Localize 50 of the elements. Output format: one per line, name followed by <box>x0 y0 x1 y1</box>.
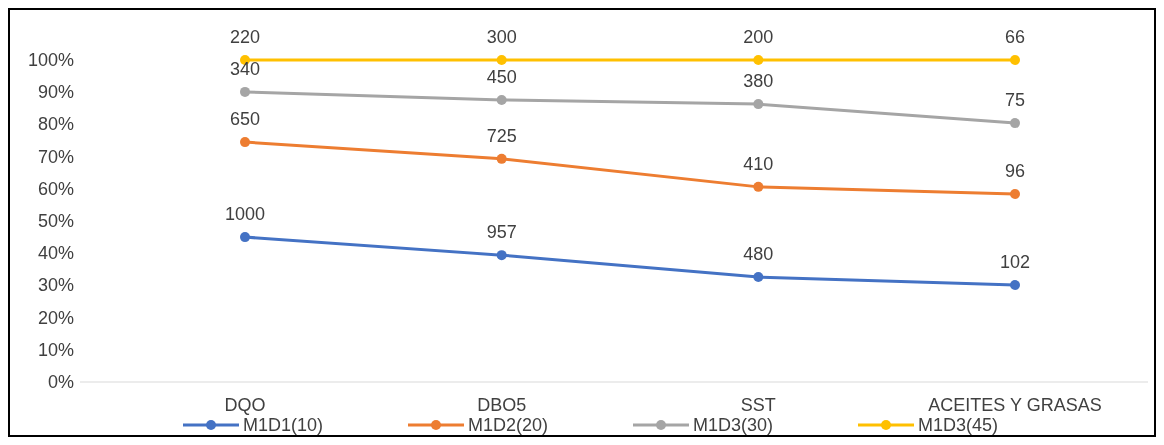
annotation: 450 <box>486 66 517 87</box>
y-tick-label: 100% <box>27 50 74 70</box>
annotation: 957 <box>486 222 517 243</box>
annotation: 200 <box>743 27 774 47</box>
point <box>1010 188 1020 199</box>
annotation: 102 <box>999 252 1031 273</box>
annotation: 340 <box>229 58 261 79</box>
y-tick-label: 0% <box>47 372 74 392</box>
y-tick-label: 30% <box>37 275 74 296</box>
y-tick-label: 90% <box>37 82 74 103</box>
point <box>1010 55 1020 65</box>
point <box>753 181 764 192</box>
point <box>753 272 764 283</box>
y-tick-label: 10% <box>37 339 74 360</box>
annotation: 75 <box>1004 90 1026 111</box>
legend-label: M1D3(45) <box>918 415 999 435</box>
annotation: 480 <box>743 244 774 265</box>
x-tick-label: DQO <box>224 395 266 415</box>
annotation: 220 <box>229 27 261 47</box>
annotation: 410 <box>743 153 774 174</box>
y-tick-label: 20% <box>37 307 74 328</box>
annotation: 725 <box>486 125 517 146</box>
point <box>496 94 507 105</box>
x-tick-label: SST <box>740 395 776 415</box>
y-tick-label: 60% <box>37 178 74 199</box>
y-tick-label: 80% <box>37 114 74 135</box>
point <box>240 137 250 148</box>
annotation: 380 <box>743 71 774 92</box>
point <box>753 55 764 65</box>
point <box>496 153 507 164</box>
x-tick-label: ACEITES Y GRASAS <box>928 395 1102 415</box>
annotation: 1000 <box>224 204 266 225</box>
point <box>240 232 250 243</box>
y-tick-label: 40% <box>37 243 74 264</box>
point <box>1010 280 1020 291</box>
point <box>496 250 507 261</box>
annotation: 650 <box>229 109 261 130</box>
legend-label: M1D3(30) <box>693 415 774 435</box>
point <box>496 55 507 65</box>
x-tick-label: DBO5 <box>477 395 527 415</box>
y-tick-label: 70% <box>37 146 74 167</box>
annotation: 300 <box>486 27 517 47</box>
y-tick-label: 50% <box>37 211 74 231</box>
legend-label: M1D1(10) <box>243 415 324 435</box>
legend-label: M1D2(20) <box>468 415 549 435</box>
point <box>753 99 764 110</box>
point <box>240 86 250 97</box>
annotation: 66 <box>1004 27 1026 47</box>
point <box>1010 118 1020 129</box>
annotation: 96 <box>1004 160 1026 181</box>
